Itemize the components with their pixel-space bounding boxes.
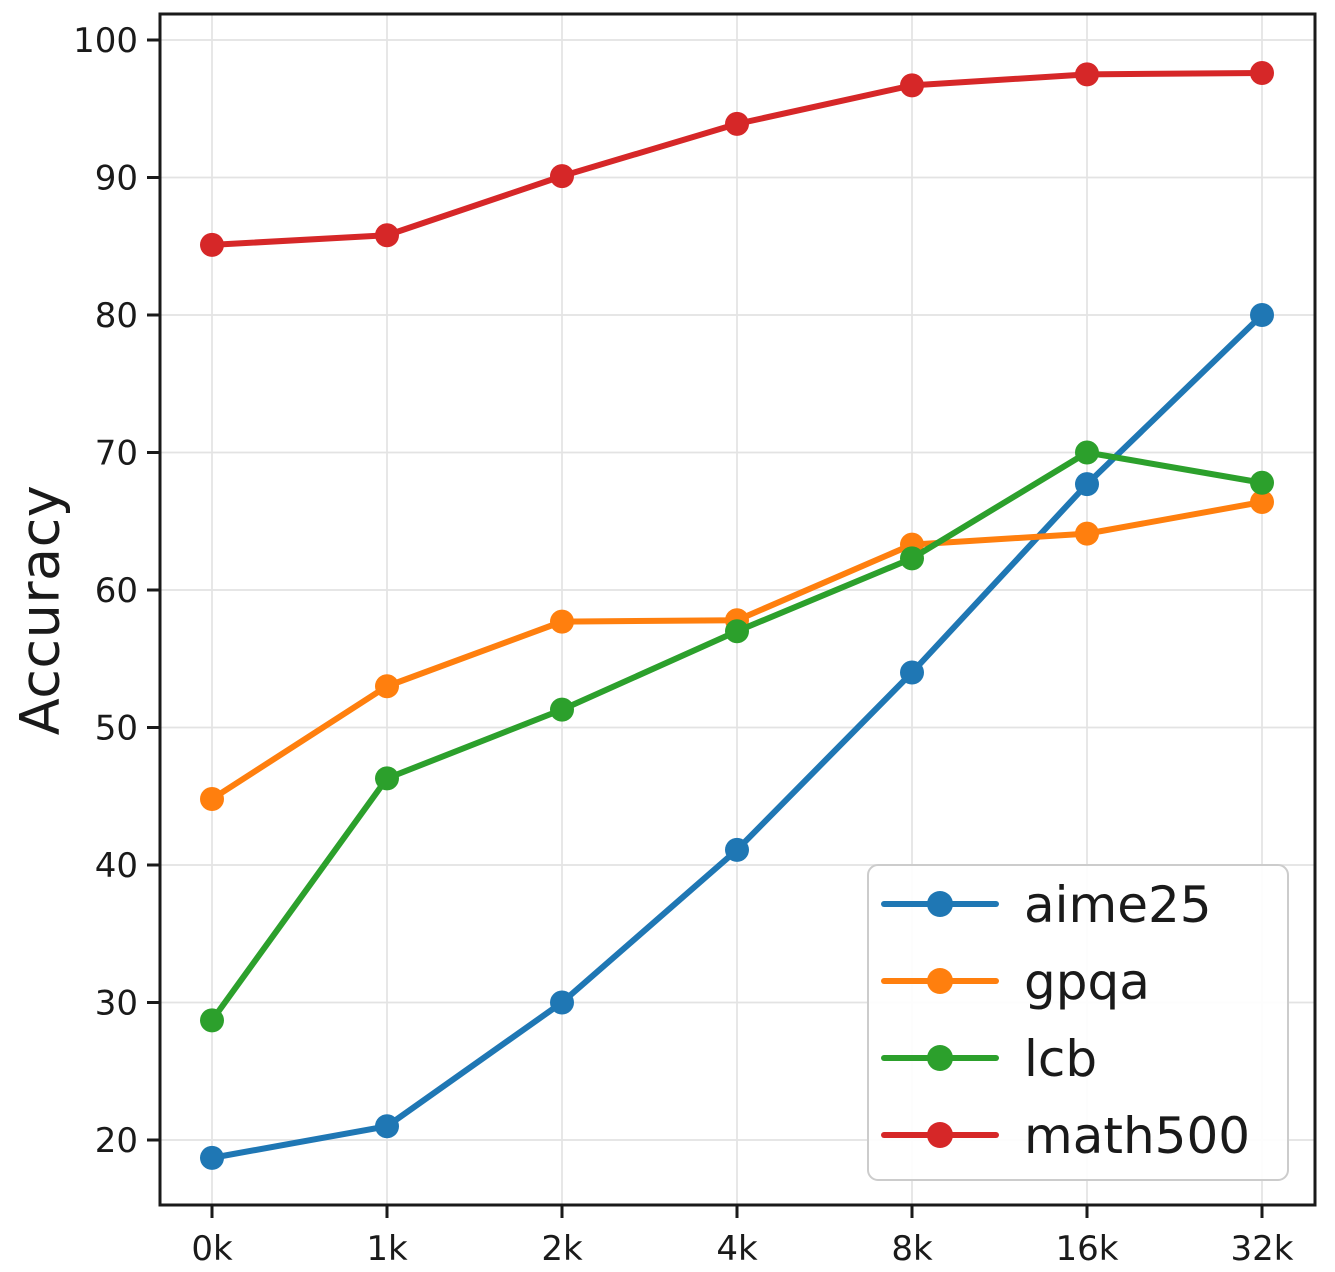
marker-aime25-32k — [1250, 303, 1274, 327]
y-tick-label-40: 40 — [95, 846, 138, 886]
y-tick-label-60: 60 — [95, 571, 138, 611]
x-tick-label-1k: 1k — [366, 1229, 408, 1269]
marker-lcb-8k — [900, 546, 924, 571]
marker-aime25-0k — [200, 1145, 224, 1170]
marker-math500-4k — [725, 111, 749, 136]
marker-aime25-8k — [900, 660, 924, 685]
legend-marker-math500 — [927, 1122, 953, 1148]
legend-marker-gpqa — [927, 968, 953, 994]
legend-marker-aime25 — [927, 891, 953, 917]
y-tick-label-30: 30 — [95, 984, 138, 1024]
marker-lcb-4k — [725, 619, 749, 644]
marker-aime25-1k — [375, 1114, 399, 1139]
series-math500 — [200, 61, 1274, 257]
x-tick-label-16k: 16k — [1056, 1229, 1119, 1269]
marker-gpqa-2k — [550, 609, 574, 634]
marker-lcb-0k — [200, 1008, 224, 1033]
legend: aime25 gpqa lcb math500 — [867, 864, 1289, 1181]
marker-lcb-1k — [375, 766, 399, 791]
marker-aime25-4k — [725, 837, 749, 862]
marker-lcb-16k — [1075, 440, 1099, 465]
y-tick-label-20: 20 — [95, 1121, 138, 1161]
legend-label-lcb: lcb — [1024, 1030, 1097, 1088]
legend-item-lcb: lcb — [881, 1030, 1097, 1088]
marker-lcb-2k — [550, 697, 574, 722]
legend-item-gpqa: gpqa — [881, 953, 1150, 1011]
marker-aime25-2k — [550, 990, 574, 1015]
legend-item-aime25: aime25 — [881, 876, 1212, 934]
marker-gpqa-1k — [375, 674, 399, 699]
legend-box — [867, 864, 1289, 1181]
marker-gpqa-16k — [1075, 521, 1099, 546]
legend-marker-lcb — [927, 1045, 953, 1071]
y-tick-label-70: 70 — [95, 434, 138, 474]
marker-lcb-32k — [1250, 470, 1274, 495]
marker-gpqa-0k — [200, 787, 224, 811]
x-tick-label-8k: 8k — [891, 1229, 933, 1269]
y-tick-label-50: 50 — [95, 709, 138, 749]
marker-gpqa-32k — [1250, 490, 1274, 514]
legend-item-math500: math500 — [881, 1107, 1250, 1165]
y-tick-label-100: 100 — [73, 21, 138, 61]
x-tick-label-4k: 4k — [716, 1229, 758, 1269]
marker-math500-16k — [1075, 62, 1099, 87]
series-aime25 — [200, 303, 1274, 1170]
x-tick-label-0k: 0k — [191, 1229, 233, 1269]
legend-label-aime25: aime25 — [1024, 876, 1212, 934]
marker-math500-1k — [375, 223, 399, 248]
legend-label-math500: math500 — [1024, 1107, 1250, 1165]
marker-math500-32k — [1250, 61, 1274, 85]
legend-label-gpqa: gpqa — [1024, 953, 1150, 1011]
series-lcb — [200, 440, 1274, 1033]
axes-ticks: 20 30 40 50 60 70 80 90 100 0k 1k 2k 4k 8k 16k 32k — [73, 21, 1294, 1269]
y-axis-label: Accuracy — [8, 484, 72, 736]
marker-math500-0k — [200, 232, 224, 257]
y-tick-label-90: 90 — [95, 159, 138, 199]
marker-aime25-16k — [1075, 472, 1099, 497]
x-tick-label-2k: 2k — [541, 1229, 583, 1269]
marker-math500-8k — [900, 73, 924, 98]
y-tick-label-80: 80 — [95, 296, 138, 336]
x-tick-label-32k: 32k — [1231, 1229, 1294, 1269]
marker-math500-2k — [550, 164, 574, 189]
